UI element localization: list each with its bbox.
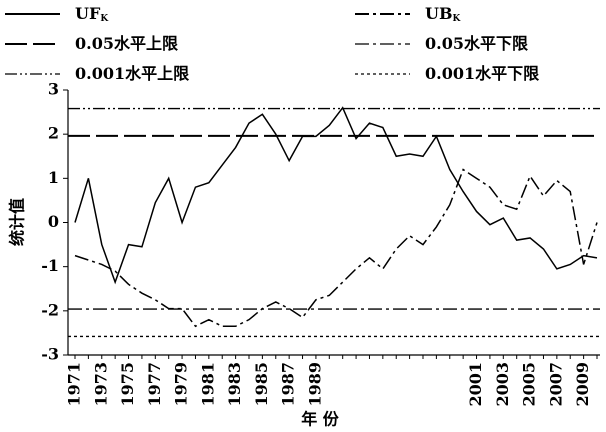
legend-name: 0.001水平下限 — [425, 64, 540, 83]
x-tick-label: 1977 — [145, 362, 164, 407]
legend-label: 0.001水平下限 — [425, 64, 540, 83]
x-tick-label: 2009 — [573, 362, 592, 407]
y-tick-label: 0 — [48, 212, 59, 231]
x-tick-label: 1987 — [279, 362, 298, 407]
legend-subscript: K — [100, 14, 109, 24]
y-tick-label: 2 — [48, 124, 59, 143]
x-tick-label: 1973 — [91, 362, 110, 407]
x-tick-label: 1975 — [118, 362, 137, 407]
x-tick-label: 2003 — [493, 362, 512, 407]
x-tick-label: 2007 — [546, 362, 565, 407]
series-line — [74, 168, 598, 328]
y-axis-label: 统计值 — [8, 198, 27, 246]
x-tick-label: 1985 — [252, 362, 271, 407]
legend-label: UBK — [425, 4, 461, 24]
legend-name: UF — [75, 4, 101, 23]
legend-label: 0.001水平上限 — [75, 64, 190, 83]
legend-name: 0.05水平下限 — [425, 34, 529, 53]
legend-name: 0.001水平上限 — [75, 64, 190, 83]
x-tick-label: 2001 — [466, 362, 485, 407]
x-tick-label: 2005 — [520, 362, 539, 407]
x-tick-label: 1971 — [65, 362, 84, 407]
x-tick-label: 1981 — [198, 362, 217, 407]
x-axis-label: 年 份 — [301, 410, 340, 429]
y-tick-label: 1 — [48, 168, 59, 187]
series-line — [74, 106, 598, 285]
legend-subscript: K — [452, 14, 461, 24]
x-tick-label: 1989 — [305, 362, 324, 407]
y-tick-label: -3 — [41, 345, 59, 364]
legend-name: UB — [425, 4, 452, 23]
legend-label: 0.05水平下限 — [425, 34, 529, 53]
legend-name: 0.05水平上限 — [75, 34, 179, 53]
x-tick-label: 1979 — [172, 362, 191, 407]
y-tick-label: -1 — [41, 256, 59, 275]
legend-label: UFK — [75, 4, 109, 24]
legend-label: 0.05水平上限 — [75, 34, 179, 53]
y-tick-label: -2 — [41, 300, 59, 319]
y-tick-label: 3 — [48, 80, 59, 99]
x-tick-label: 1983 — [225, 362, 244, 407]
